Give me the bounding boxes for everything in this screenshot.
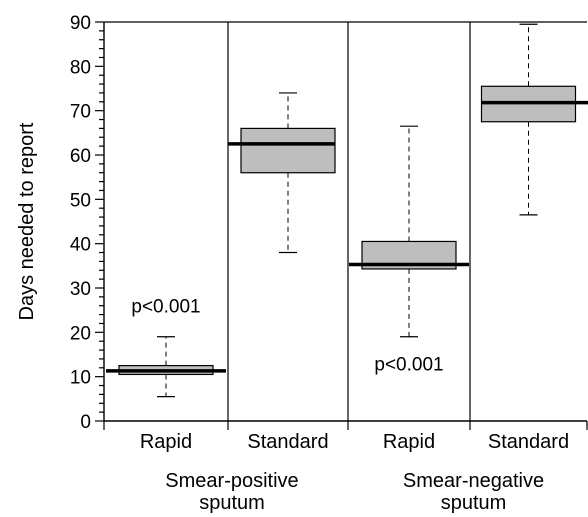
x-category-label: Rapid [140,431,192,453]
y-tick-label: 90 [70,13,91,34]
x-category-label: Standard [488,431,569,453]
y-tick-label: 40 [70,235,91,256]
p-value-annotation: p<0.001 [131,297,200,318]
y-tick-label: 30 [70,279,91,300]
p-value-annotation: p<0.001 [374,354,443,375]
group-label-line: Smear-positive [165,470,298,492]
y-axis-label: Days needed to report [16,122,38,320]
group-label-line: sputum [199,492,265,514]
group-label-line: sputum [441,492,507,514]
x-category-label: Standard [247,431,328,453]
y-tick-label: 50 [70,190,91,211]
group-label-line: Smear-negative [403,470,544,492]
y-tick-label: 10 [70,368,91,389]
box-standard-1 [240,127,336,174]
x-category-label: Rapid [383,431,435,453]
y-tick-label: 20 [70,323,91,344]
y-tick-label: 70 [70,102,91,123]
y-tick-label: 60 [70,146,91,167]
y-tick-label: 80 [70,57,91,78]
y-tick-label: 0 [80,412,91,433]
